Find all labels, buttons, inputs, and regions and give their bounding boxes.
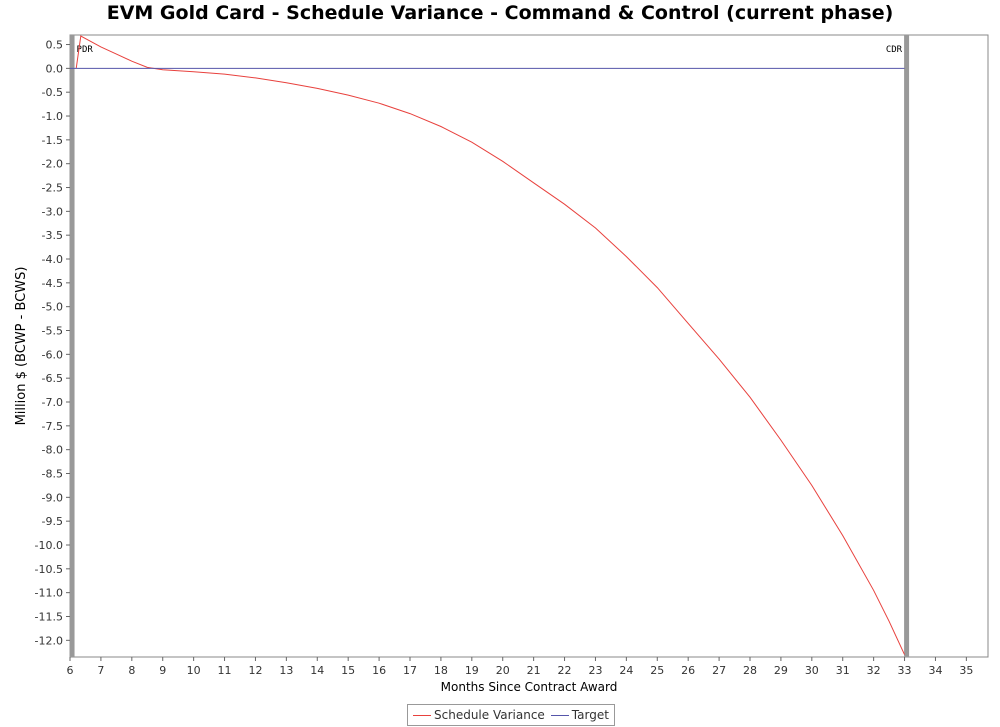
x-tick-label: 10 (187, 664, 201, 677)
y-tick-label: -1.5 (42, 134, 63, 147)
x-tick-label: 24 (619, 664, 633, 677)
y-tick-label: -6.5 (42, 372, 63, 385)
x-tick-label: 33 (898, 664, 912, 677)
x-tick-label: 19 (465, 664, 479, 677)
plot-area (69, 34, 989, 658)
y-tick-label: 0.0 (46, 62, 64, 75)
x-axis: 6 7 8 9 10 11 12 13 14 15 16 17 18 19 20 21 22 23 24 25 26 27… (67, 657, 973, 677)
x-tick-label: 7 (97, 664, 104, 677)
x-tick-label: 8 (128, 664, 135, 677)
x-tick-label: 9 (159, 664, 166, 677)
phase-marker-label: CDR (886, 45, 903, 55)
x-axis-label: Months Since Contract Award (441, 680, 618, 694)
x-tick-label: 18 (434, 664, 448, 677)
legend-item-schedule-variance: Schedule Variance (413, 708, 545, 722)
y-axis-label: Million $ (BCWP - BCWS) (14, 267, 29, 426)
y-tick-label: -0.5 (42, 86, 63, 99)
x-tick-label: 21 (527, 664, 541, 677)
x-tick-label: 28 (743, 664, 757, 677)
x-tick-label: 30 (805, 664, 819, 677)
legend-swatch-schedule-variance (413, 714, 431, 716)
phase-markers: PDR CDR (69, 35, 910, 657)
y-tick-label: -4.5 (42, 277, 63, 290)
x-tick-label: 11 (218, 664, 232, 677)
x-tick-label: 20 (496, 664, 510, 677)
y-tick-label: -2.0 (42, 158, 63, 171)
x-tick-label: 25 (650, 664, 664, 677)
y-axis: 0.5 0.0 -0.5 -1.0 -1.5 -2.0 -2.5 -3.0 -3.5 -4.0 -4… (35, 39, 70, 647)
y-tick-label: -2.5 (42, 182, 63, 195)
y-tick-label: -9.0 (42, 491, 63, 504)
y-tick-label: -8.5 (42, 467, 63, 480)
y-tick-label: 0.5 (46, 39, 64, 52)
legend-label-schedule-variance: Schedule Variance (434, 708, 545, 722)
x-tick-label: 16 (372, 664, 386, 677)
x-tick-label: 14 (310, 664, 324, 677)
chart-title: EVM Gold Card - Schedule Variance - Comm… (106, 2, 894, 24)
y-tick-label: -10.5 (35, 563, 63, 576)
x-tick-label: 6 (67, 664, 74, 677)
y-tick-label: -3.0 (42, 205, 63, 218)
series-layer (70, 35, 905, 655)
y-tick-label: -12.0 (35, 634, 63, 647)
x-tick-label: 13 (279, 664, 293, 677)
x-tick-label: 26 (681, 664, 695, 677)
y-tick-label: -5.5 (42, 325, 63, 338)
x-tick-label: 31 (836, 664, 850, 677)
legend-item-target: Target (550, 708, 609, 722)
phase-marker-label: PDR (77, 45, 94, 55)
x-tick-label: 15 (341, 664, 355, 677)
y-tick-label: -3.5 (42, 229, 63, 242)
y-tick-label: -4.0 (42, 253, 63, 266)
y-tick-label: -9.5 (42, 515, 63, 528)
phase-marker-line (904, 35, 910, 657)
x-tick-label: 12 (248, 664, 262, 677)
x-tick-label: 17 (403, 664, 417, 677)
x-tick-label: 34 (928, 664, 942, 677)
legend-label-target: Target (571, 708, 609, 722)
phase-marker-line (69, 35, 75, 657)
y-tick-label: -11.5 (35, 610, 63, 623)
x-tick-label: 29 (774, 664, 788, 677)
y-tick-label: -1.0 (42, 110, 63, 123)
y-tick-label: -6.0 (42, 348, 63, 361)
y-tick-label: -8.0 (42, 444, 63, 457)
y-tick-label: -5.0 (42, 301, 63, 314)
x-tick-label: 22 (558, 664, 572, 677)
legend-swatch-target (550, 714, 569, 716)
plot-frame (69, 34, 989, 658)
y-tick-label: -11.0 (35, 587, 63, 600)
x-tick-label: 32 (867, 664, 881, 677)
y-tick-label: -7.0 (42, 396, 63, 409)
y-tick-label: -10.0 (35, 539, 63, 552)
x-tick-label: 35 (959, 664, 973, 677)
x-tick-label: 27 (712, 664, 726, 677)
y-tick-label: -7.5 (42, 420, 63, 433)
legend: Schedule Variance Target (407, 704, 615, 726)
x-tick-label: 23 (588, 664, 602, 677)
series-line-schedule-variance (75, 35, 905, 655)
